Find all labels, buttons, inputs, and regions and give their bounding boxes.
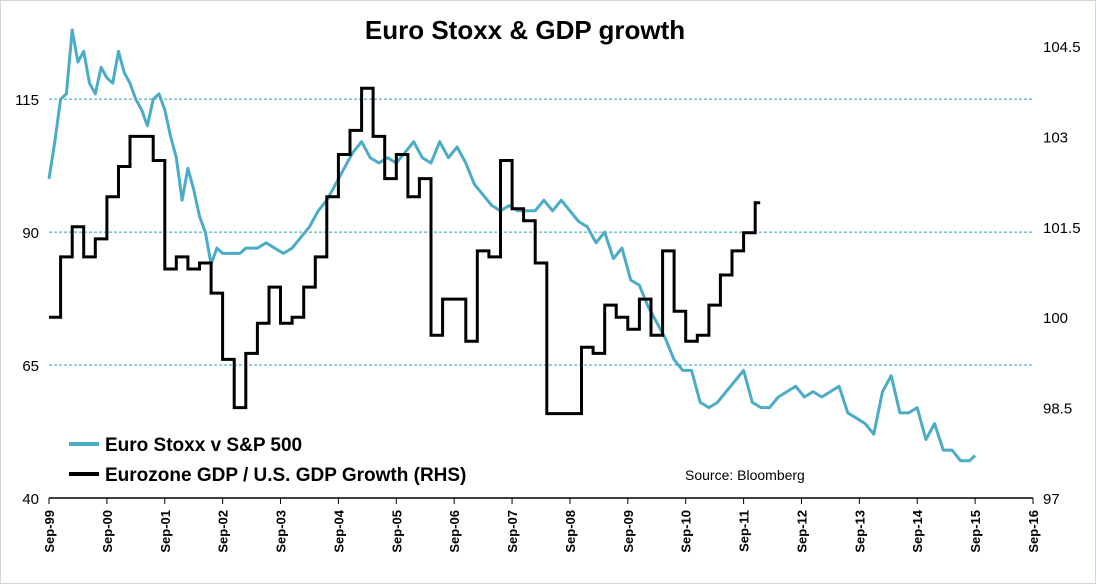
right-axis: 97 98.5 100 101.5 103 104.5 <box>1043 39 1081 508</box>
series-line-gdp <box>49 86 761 416</box>
right-tick-label: 98.5 <box>1043 401 1072 418</box>
gridlines <box>49 98 1033 366</box>
x-tick-label: Sep-12 <box>794 510 809 553</box>
chart-title: Euro Stoxx & GDP growth <box>365 15 685 45</box>
x-tick-label: Sep-00 <box>100 510 115 553</box>
x-tick-label: Sep-11 <box>737 510 752 552</box>
x-tick-label: Sep-10 <box>679 510 694 553</box>
left-tick-label: 90 <box>22 225 39 242</box>
x-tick-label: Sep-08 <box>563 510 578 553</box>
x-tick-label: Sep-07 <box>505 510 520 553</box>
legend: Euro Stoxx v S&P 500 Eurozone GDP / U.S.… <box>69 435 466 486</box>
x-tick-label: Sep-05 <box>389 510 404 553</box>
left-tick-label: 115 <box>15 92 39 109</box>
legend-label-gdp: Eurozone GDP / U.S. GDP Growth (RHS) <box>105 465 466 486</box>
left-axis: 40 65 90 115 <box>15 92 39 508</box>
source-note: Source: Bloomberg <box>685 467 805 483</box>
x-tick-label: Sep-02 <box>216 510 231 553</box>
x-tick-label: Sep-13 <box>852 510 867 553</box>
right-tick-label: 103 <box>1043 129 1068 146</box>
x-tick-label: Sep-06 <box>447 510 462 553</box>
x-tick-label: Sep-15 <box>968 510 983 553</box>
right-tick-label: 104.5 <box>1043 39 1081 56</box>
x-tick-label: Sep-16 <box>1026 510 1041 553</box>
x-tick-label: Sep-14 <box>910 509 925 552</box>
x-tick-label: Sep-04 <box>331 509 346 552</box>
left-tick-label: 40 <box>22 491 39 508</box>
left-tick-label: 65 <box>22 358 39 375</box>
x-tick-label: Sep-99 <box>42 510 57 553</box>
legend-label-euro-stoxx: Euro Stoxx v S&P 500 <box>105 435 302 456</box>
series-line-euro-stoxx <box>47 28 977 463</box>
right-tick-label: 100 <box>1043 310 1068 327</box>
right-tick-label: 97 <box>1043 491 1060 508</box>
x-tick-label: Sep-01 <box>158 510 173 553</box>
right-tick-label: 101.5 <box>1043 220 1081 237</box>
x-tick-label: Sep-09 <box>621 510 636 553</box>
series-layer <box>47 28 977 463</box>
x-axis: Sep-99 Sep-00 Sep-01 Sep-02 Sep-03 Sep-04 Sep-… <box>42 497 1041 553</box>
x-tick-label: Sep-03 <box>274 510 289 553</box>
